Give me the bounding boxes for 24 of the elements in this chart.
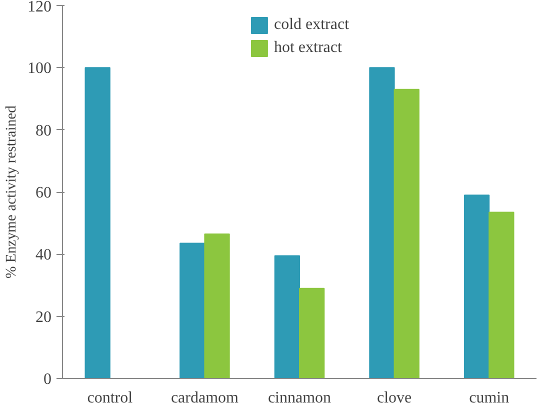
bar — [84, 67, 110, 378]
y-tick-label: 0 — [44, 371, 52, 388]
x-tick-label: cardamom — [170, 390, 240, 406]
bar — [274, 255, 300, 378]
y-tick-label: 120 — [28, 0, 52, 16]
y-tick-label: 80 — [36, 122, 52, 140]
y-tick-label: 100 — [28, 60, 52, 78]
bar — [394, 88, 420, 378]
y-axis-title: % Enzyme activity restrained — [4, 104, 20, 278]
x-tick-label: cumin — [469, 390, 510, 406]
y-tick-label: 40 — [36, 246, 52, 264]
legend-label: cold extract — [274, 16, 350, 34]
bar — [369, 67, 395, 378]
y-tick-label: 60 — [36, 184, 52, 202]
x-tick-label: clove — [376, 390, 412, 406]
bar — [488, 212, 514, 378]
y-tick-label: 20 — [36, 308, 52, 326]
bar — [464, 194, 490, 378]
x-tick-label: cinnamon — [268, 390, 332, 406]
bar — [180, 242, 206, 378]
bar — [204, 233, 230, 378]
x-tick-label: control — [87, 390, 134, 406]
legend-label: hot extract — [274, 39, 342, 57]
bar — [299, 288, 325, 378]
